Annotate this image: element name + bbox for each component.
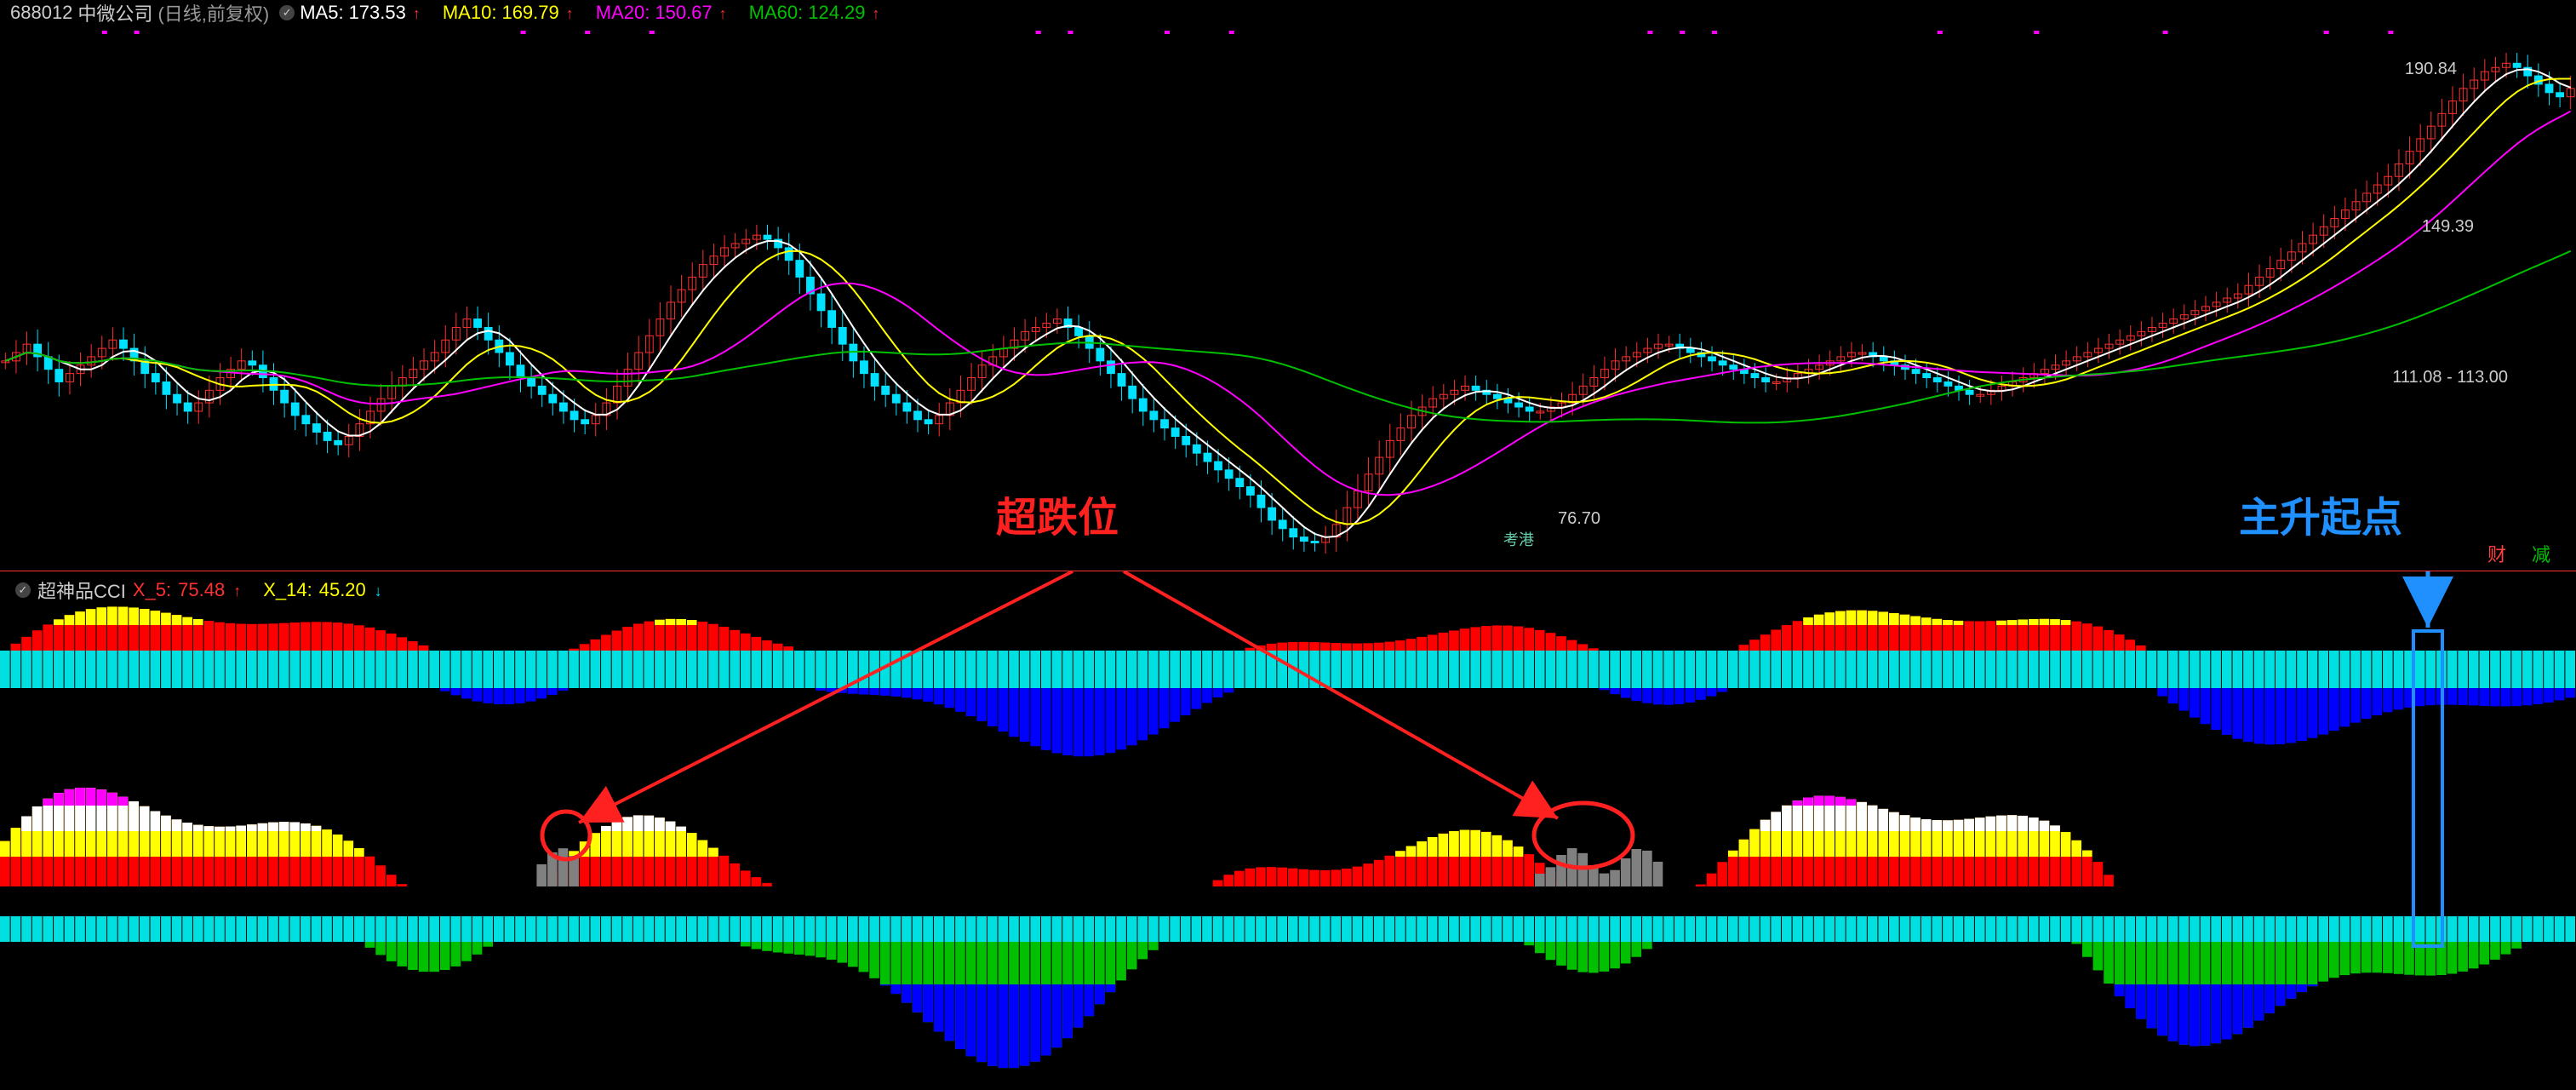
stock-name: 中微公司: [77, 0, 152, 26]
candlestick-chart[interactable]: [0, 26, 2576, 571]
indicator-chart[interactable]: [0, 571, 2576, 1090]
ma5-label: MA5:: [300, 2, 343, 24]
stock-code: 688012: [10, 2, 72, 24]
ma10-value: 169.79: [501, 2, 558, 24]
ma10-label: MA10:: [443, 2, 497, 24]
price-trough-tag: 考港: [1503, 528, 1534, 550]
ma20-label: MA20:: [596, 2, 650, 24]
x5-label: X_5:: [133, 579, 171, 601]
x5-value: 75.48: [178, 579, 225, 601]
indicator-header: ✓ 超神品CCI X_5: 75.48 X_14: 45.20: [10, 577, 389, 604]
ma20-value: 150.67: [655, 2, 712, 24]
ma5-value: 173.53: [349, 2, 406, 24]
price-mid-label: 149.39: [2422, 217, 2474, 237]
price-low-range-label: 111.08 - 113.00: [2392, 368, 2508, 387]
chart-type-label: (日线,前复权): [157, 0, 269, 26]
price-trough-label: 76.70: [1558, 509, 1600, 529]
jian-label: 减: [2532, 540, 2550, 567]
cai-label: 财: [2487, 540, 2506, 567]
chart-header: 688012 中微公司 (日线,前复权) ✓ MA5: 173.53 MA10:…: [0, 0, 2576, 26]
x14-label: X_14:: [263, 579, 312, 601]
price-high-label: 190.84: [2405, 60, 2457, 79]
indicator-name: 超神品CCI: [37, 577, 126, 604]
ma60-value: 124.29: [808, 2, 865, 24]
indicator-toggle-icon[interactable]: ✓: [15, 582, 31, 598]
x14-value: 45.20: [319, 579, 366, 601]
indicator-panel: ✓ 超神品CCI X_5: 75.48 X_14: 45.20: [0, 571, 2576, 1090]
toggle-icon[interactable]: ✓: [279, 5, 295, 20]
ma60-label: MA60:: [749, 2, 804, 24]
